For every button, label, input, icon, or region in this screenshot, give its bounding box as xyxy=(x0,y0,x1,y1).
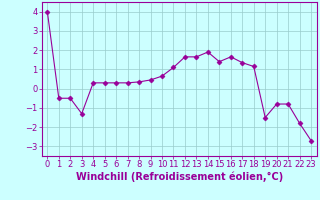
X-axis label: Windchill (Refroidissement éolien,°C): Windchill (Refroidissement éolien,°C) xyxy=(76,172,283,182)
